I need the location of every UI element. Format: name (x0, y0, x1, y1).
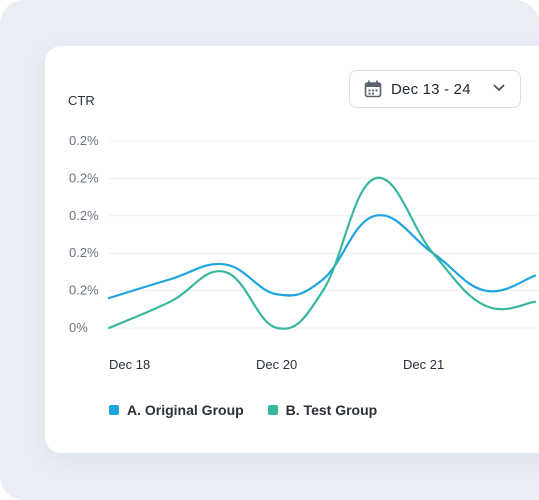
date-range-picker[interactable]: Dec 13 - 24 (349, 70, 521, 108)
y-tick-label: 0.2% (69, 283, 99, 298)
legend-label-test-group: B. Test Group (285, 402, 378, 418)
legend-label-original-group: A. Original Group (127, 402, 244, 418)
x-tick-label: Dec 21 (403, 357, 444, 372)
legend-item-original-group: A. Original Group (109, 402, 244, 418)
y-tick-label: 0% (69, 320, 88, 335)
y-tick-label: 0.2% (69, 133, 99, 148)
series-line-test-group (107, 176, 537, 330)
chevron-down-icon[interactable] (493, 84, 505, 92)
y-tick-label: 0.2% (69, 208, 99, 223)
y-axis-title: CTR (68, 93, 95, 108)
line-chart: 0.2% 0.2% 0.2% 0.2% 0.2% 0% Dec 18 Dec 20 Dec 21 (69, 133, 539, 372)
y-tick-label: 0.2% (69, 170, 99, 185)
chart-legend: A. Original Group B. Test Group (109, 402, 377, 418)
chart-card: Dec 13 - 24 CTR 0.2% 0.2% 0.2% 0.2% 0.2% 0% De… (45, 46, 539, 453)
x-tick-label: Dec 18 (109, 357, 150, 372)
calendar-icon (364, 80, 382, 98)
legend-swatch-test-group (267, 405, 278, 415)
legend-swatch-original-group (109, 405, 119, 415)
legend-item-test-group: B. Test Group (267, 402, 378, 418)
x-tick-label: Dec 20 (256, 357, 297, 372)
date-range-label: Dec 13 - 24 (391, 81, 471, 98)
series-line-original-group (107, 214, 537, 300)
y-tick-label: 0.2% (69, 245, 99, 260)
